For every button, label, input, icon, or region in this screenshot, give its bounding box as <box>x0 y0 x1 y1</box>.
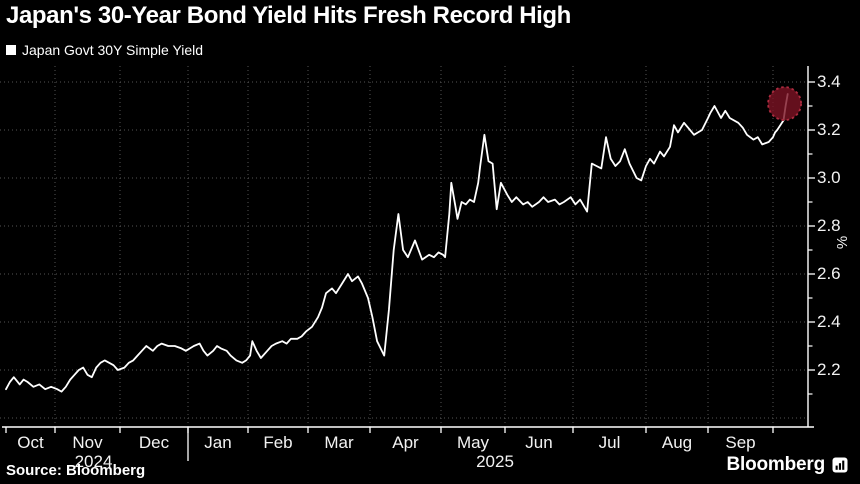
record-high-highlight <box>768 87 802 121</box>
bloomberg-logo-icon <box>832 457 848 473</box>
legend-marker-icon <box>6 45 16 55</box>
legend: Japan Govt 30Y Simple Yield <box>6 42 203 58</box>
legend-series-label: Japan Govt 30Y Simple Yield <box>22 42 204 58</box>
y-axis-unit-label: % <box>834 235 852 250</box>
record-high-highlight-ring <box>767 86 802 121</box>
source-credit: Source: Bloomberg <box>6 462 146 479</box>
bloomberg-wordmark-text: Bloomberg <box>726 454 826 475</box>
yield-series-line <box>5 93 789 393</box>
bloomberg-wordmark: Bloomberg <box>727 454 848 476</box>
chart-title: Japan's 30-Year Bond Yield Hits Fresh Re… <box>6 2 571 29</box>
